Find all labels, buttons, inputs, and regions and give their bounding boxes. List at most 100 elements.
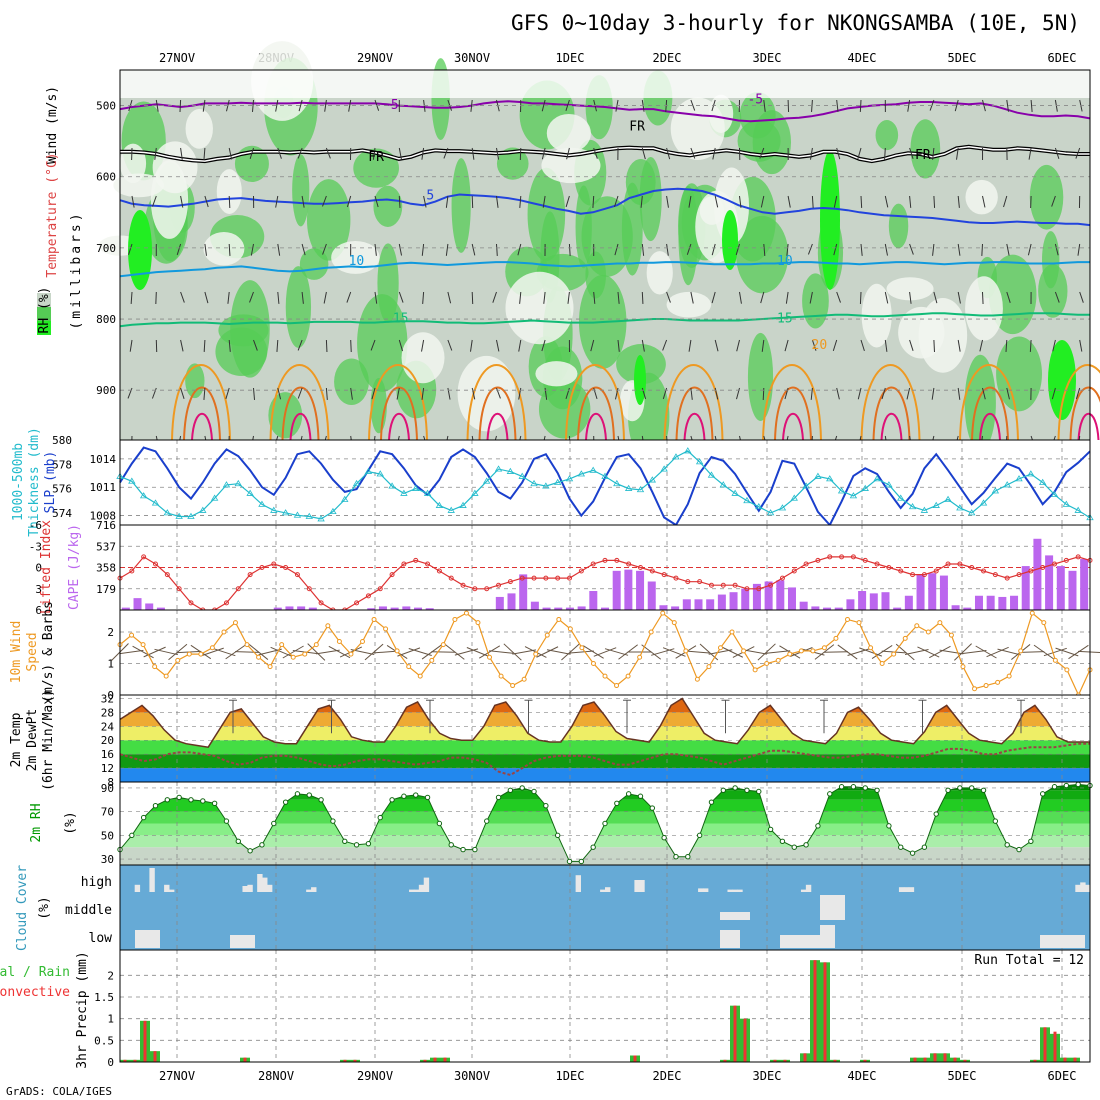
lifted-index-point: [685, 579, 691, 585]
cape-bar: [998, 596, 1007, 610]
isotherm-30-pulse: [683, 412, 706, 441]
cloud-high-bar: [800, 889, 807, 892]
wind-speed-point: [336, 638, 342, 644]
cloud-high-bar: [409, 889, 415, 892]
wind-barb: [325, 147, 331, 159]
rh-point: [507, 787, 514, 793]
wind-speed-point: [163, 673, 169, 679]
rh-shade-bright: [722, 210, 738, 270]
wind-speed-point: [279, 642, 285, 648]
rh-shade-mid: [292, 154, 310, 227]
thickness-point: [968, 509, 976, 516]
precip-convective-bar: [723, 1059, 727, 1062]
temp-label: 2m DewPt: [25, 709, 40, 772]
precip-tick-label: 0.5: [94, 1034, 114, 1047]
wind-barb: [688, 195, 692, 208]
lifted-index-point: [945, 561, 951, 567]
rh-point: [424, 794, 431, 801]
lifted-index-point: [354, 600, 360, 606]
thickness-point: [151, 499, 160, 506]
wind-barb: [277, 387, 282, 400]
wind-barb: [270, 646, 293, 658]
wind-barb: [478, 645, 501, 659]
wind-barb: [297, 339, 303, 351]
rh-point: [377, 814, 383, 821]
wind-speed-point: [752, 667, 758, 673]
thickness-point: [435, 501, 444, 508]
wind-barb: [565, 195, 570, 208]
rh-point: [909, 850, 916, 856]
rh-shade-light: [457, 355, 516, 432]
wind-barb: [398, 243, 403, 256]
slp-tick-label: 1011: [90, 481, 117, 494]
wind-barb: [837, 644, 858, 660]
thickness-point: [991, 487, 1000, 494]
lifted-index-point: [791, 568, 797, 574]
precip-convective-bar: [1043, 1027, 1047, 1062]
rh-point: [554, 832, 561, 839]
rh-shade-light: [541, 147, 601, 184]
rh-point: [649, 805, 656, 811]
slp-tick-label: 1008: [90, 510, 117, 523]
wind-barb: [445, 195, 449, 208]
rh-shade-mid: [888, 203, 909, 249]
wind-barb: [1079, 291, 1084, 303]
wind-barb: [325, 339, 328, 352]
wind-barb: [761, 339, 765, 352]
date-label-bottom: 29NOV: [357, 1069, 393, 1083]
wind-speed-point: [267, 664, 273, 670]
wind-barb: [180, 339, 184, 352]
isotherm-label: 10: [349, 254, 365, 269]
rh-point: [484, 818, 490, 824]
cape-bar: [682, 599, 691, 610]
rh-shade-mid: [678, 185, 698, 286]
wind-speed-point: [175, 657, 181, 663]
wind-barb: [471, 147, 475, 160]
cape-bar: [787, 587, 796, 610]
cape-bar: [402, 606, 411, 610]
cloud-low-bar: [780, 935, 820, 948]
precip-convective-bar: [443, 1057, 447, 1062]
cape-bar: [811, 606, 820, 610]
wind-speed-point: [602, 673, 608, 679]
thickness-point: [660, 465, 668, 472]
wind-speed-point: [556, 616, 562, 622]
wind-barb: [1079, 339, 1083, 352]
lifted-index-point: [318, 600, 324, 606]
wind-barb: [836, 291, 841, 303]
wind-barb: [301, 243, 306, 256]
rh-point: [815, 823, 821, 829]
cape-bar: [308, 607, 317, 610]
wind-barb: [690, 147, 696, 159]
rh-point: [1075, 781, 1081, 788]
wind-speed-point: [383, 626, 389, 632]
label-thickness: Thickness (dm): [27, 427, 42, 537]
wind-barb: [202, 99, 206, 112]
cape-bar: [1021, 566, 1030, 610]
precip-convective-bar: [343, 1059, 347, 1062]
cloud-high-bar: [605, 887, 611, 892]
cape-bar: [764, 581, 773, 610]
wind-barb: [421, 339, 425, 352]
thickness-point: [553, 478, 562, 485]
wind-barb: [131, 195, 135, 208]
isotherm-label: -5: [747, 92, 763, 107]
precip-convective-bar: [743, 1018, 747, 1062]
label-cloud-cover: Cloud Cover: [15, 865, 30, 951]
isotherm-25-pulse: [774, 386, 812, 441]
rh-shade-mid: [910, 119, 941, 179]
rh-point: [744, 787, 750, 793]
rh-shade-light: [886, 277, 934, 301]
rh-point: [625, 791, 632, 797]
wind-barb: [346, 291, 352, 303]
temp-tick-label: 12: [101, 762, 114, 775]
wind-speed-point: [244, 642, 250, 648]
wind-barb: [152, 195, 157, 207]
thickness-point: [281, 509, 290, 516]
wind-barb: [957, 387, 961, 400]
isotherm-30-pulse: [1077, 412, 1100, 441]
precip-convective-bar: [1063, 1057, 1067, 1062]
isotherm-label: FR: [368, 150, 384, 165]
thickness-point: [1074, 506, 1082, 513]
wind-barb: [249, 291, 254, 303]
